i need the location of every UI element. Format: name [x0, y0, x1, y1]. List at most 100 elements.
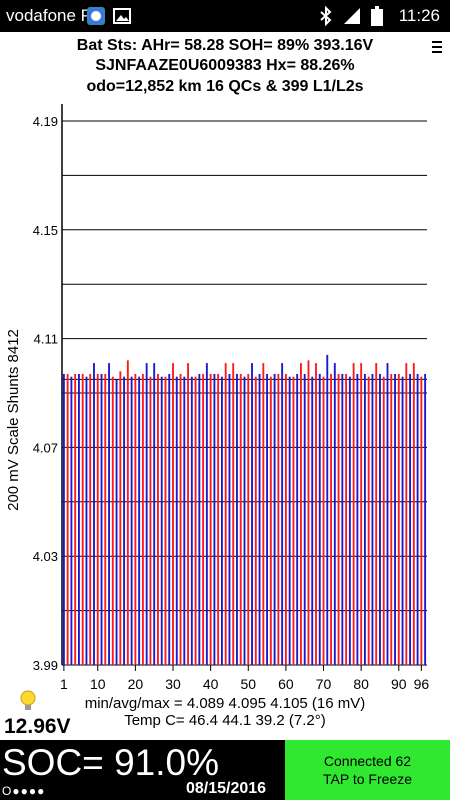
bar — [266, 373, 269, 665]
bar — [281, 363, 284, 665]
bar — [126, 360, 129, 665]
bar — [397, 373, 400, 665]
bar — [367, 376, 370, 665]
bar — [254, 376, 257, 665]
bar — [172, 363, 174, 665]
chart-bars — [62, 354, 427, 665]
bar — [164, 376, 167, 665]
bar — [409, 373, 412, 665]
bar — [202, 373, 205, 665]
bar — [262, 363, 265, 665]
x-tick-label: 50 — [240, 676, 256, 692]
y-axis-label: 200 mV Scale Shunts 8412 — [5, 329, 22, 511]
bar — [228, 373, 231, 665]
clock: 11:26 — [398, 6, 440, 25]
menu-icon[interactable] — [432, 38, 442, 56]
bar — [70, 376, 73, 665]
bar — [81, 373, 84, 665]
bar — [213, 373, 216, 665]
bar — [424, 373, 427, 665]
bar — [130, 376, 133, 665]
bar — [394, 373, 396, 665]
bar — [382, 376, 385, 665]
freeze-instruction: TAP to Freeze — [323, 771, 412, 787]
bar — [277, 373, 280, 665]
temperature-stats: Temp C= 46.4 44.1 39.2 (7.2°) — [124, 712, 326, 729]
connect-freeze-button[interactable]: Connected 62 TAP to Freeze — [285, 740, 450, 800]
bar — [190, 376, 193, 665]
bar — [405, 363, 408, 665]
bar — [251, 363, 253, 665]
x-tick-label: 10 — [90, 676, 106, 692]
bar — [153, 363, 156, 665]
y-tick-label: 3.99 — [33, 658, 58, 673]
y-tick-label: 4.19 — [33, 114, 58, 129]
bar — [348, 376, 351, 665]
bar — [108, 363, 110, 665]
page-indicator-dots[interactable]: O●●●● — [2, 784, 46, 798]
bar — [149, 376, 152, 665]
x-tick-label: 90 — [391, 676, 407, 692]
lightbulb-icon[interactable] — [20, 690, 36, 719]
bar — [326, 354, 329, 665]
battery-icon — [370, 6, 384, 31]
x-tick-label: 80 — [353, 676, 369, 692]
bar — [239, 373, 242, 665]
bar — [134, 373, 137, 665]
bar — [296, 373, 299, 665]
bar — [224, 363, 227, 665]
bar — [401, 376, 404, 665]
bar — [273, 373, 276, 665]
bar — [236, 373, 238, 665]
bar — [157, 373, 159, 665]
min-avg-max-stats: min/avg/max = 4.089 4.095 4.105 (16 mV) — [84, 695, 366, 712]
soc-readout: SOC= 91.0% — [2, 742, 219, 783]
bar — [141, 373, 144, 665]
bar — [205, 363, 208, 665]
bar — [168, 373, 171, 665]
x-tick-label: 70 — [316, 676, 332, 692]
x-tick-label: 30 — [165, 676, 181, 692]
app-icon — [86, 6, 106, 31]
bar — [307, 360, 310, 665]
bar — [247, 373, 250, 665]
bar — [318, 373, 321, 665]
bar — [390, 373, 393, 665]
bar — [66, 373, 69, 665]
bar — [209, 373, 212, 665]
bar — [330, 373, 332, 665]
connection-status: Connected 62 — [323, 753, 412, 769]
battery-status-line: Bat Sts: AHr= 58.28 SOH= 89% 393.16V — [76, 37, 374, 54]
bluetooth-icon — [318, 5, 334, 31]
bar — [119, 371, 122, 665]
x-tick-label: 96 — [414, 676, 430, 692]
bar — [341, 373, 344, 665]
bar — [217, 373, 220, 665]
bar — [104, 373, 107, 665]
bar — [89, 373, 92, 665]
y-tick-labels: 4.19 4.15 4.11 4.07 4.03 3.99 — [33, 114, 58, 673]
bar — [243, 376, 246, 665]
bar — [288, 376, 291, 665]
bar — [379, 373, 381, 665]
bar — [420, 376, 423, 665]
bar — [62, 373, 65, 665]
bar — [111, 376, 114, 665]
x-tick-label: 60 — [278, 676, 294, 692]
bar — [303, 373, 306, 665]
bar — [145, 363, 148, 665]
vin-health-line: SJNFAAZE0U6009383 Hx= 88.26% — [95, 57, 355, 74]
x-tick-label: 20 — [128, 676, 144, 692]
image-icon — [112, 6, 132, 31]
odometer-line: odo=12,852 km 16 QCs & 399 L1/L2s — [86, 78, 364, 95]
signal-icon — [342, 6, 362, 31]
aux-battery-voltage: 12.96V — [4, 715, 71, 738]
bar — [375, 363, 378, 665]
bar — [198, 373, 201, 665]
bar — [360, 363, 363, 665]
bar — [115, 379, 118, 665]
cell-voltage-chart[interactable]: 4.19 4.15 4.11 4.07 4.03 3.99 1 10 20 30 40 50 60 70… — [0, 0, 450, 700]
bar — [333, 363, 336, 665]
bar — [269, 376, 272, 665]
bar — [300, 363, 302, 665]
